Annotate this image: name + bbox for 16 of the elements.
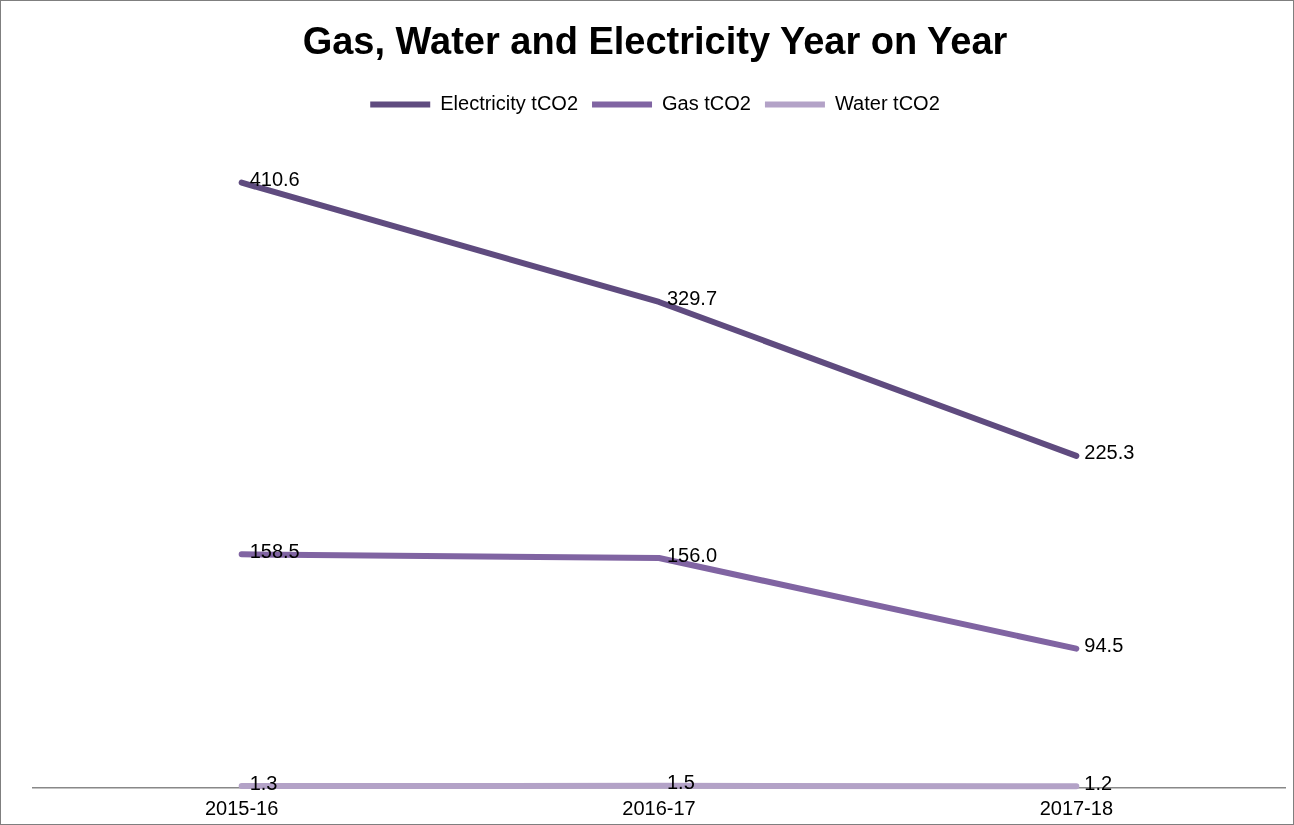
data-label: 329.7	[667, 287, 718, 310]
data-label: 156.0	[667, 543, 718, 566]
x-tick-label: 2016-17	[622, 796, 696, 819]
data-label: 1.2	[1084, 771, 1113, 794]
legend-label: Gas tCO2	[662, 92, 751, 115]
data-label: 1.3	[249, 771, 278, 794]
data-label: 410.6	[249, 168, 300, 191]
data-label: 158.5	[249, 539, 300, 562]
data-label: 1.5	[667, 771, 695, 794]
data-label: 225.3	[1084, 441, 1135, 464]
x-tick-label: 2015-16	[204, 796, 279, 819]
x-tick-label: 2017-18	[1039, 796, 1114, 819]
legend-label: Electricity tCO2	[440, 92, 579, 115]
data-label: 94.5	[1084, 634, 1124, 657]
legend-label: Water tCO2	[834, 92, 940, 115]
chart-title: Gas, Water and Electricity Year on Year	[302, 20, 1008, 63]
